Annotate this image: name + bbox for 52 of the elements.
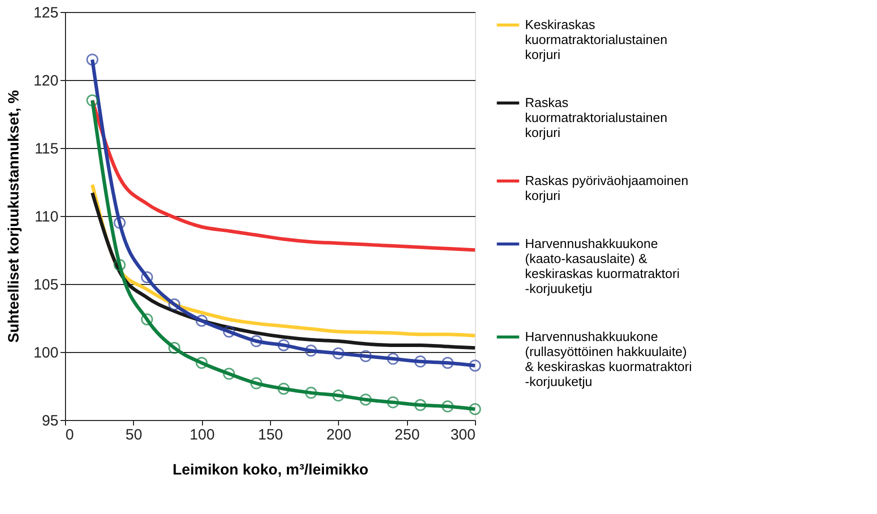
- point: [360, 394, 372, 406]
- x-tick-label: 100: [190, 426, 215, 444]
- point: [305, 386, 317, 399]
- point: [442, 400, 454, 412]
- x-tick-label: 200: [326, 426, 352, 444]
- legend-label: Keskiraskas kuormatraktorialustainen korjuri: [525, 17, 668, 62]
- point: [332, 390, 344, 402]
- point: [387, 396, 399, 408]
- point: [86, 54, 98, 66]
- point: [414, 356, 426, 368]
- point: [469, 360, 481, 372]
- point: [332, 347, 344, 360]
- point: [86, 94, 98, 106]
- point: [168, 342, 180, 354]
- point: [250, 335, 262, 348]
- point: [141, 271, 153, 284]
- point: [387, 352, 399, 365]
- point: [469, 403, 481, 416]
- x-tick-label: 250: [394, 426, 420, 444]
- legend-label: Harvennushakkuukone (rullasyöttöinen hakkuulaite) & keskiraskas kuormatraktori -korjuuketju: [525, 329, 692, 389]
- legend-label: Raskas kuormatraktorialustainen korjuri: [525, 95, 668, 140]
- legend-label: Harvennushakkuukone (kaato-kasauslaite) & keskiraskas kuormatraktori -korjuuketju: [525, 236, 680, 296]
- x-axis-title: Leimikon koko, m³/leimikko: [172, 462, 368, 478]
- point: [360, 350, 372, 362]
- point: [196, 356, 208, 369]
- point: [223, 326, 235, 338]
- y-tick-label: 95: [42, 412, 58, 430]
- point: [141, 313, 153, 326]
- y-tick-label: 115: [34, 140, 58, 158]
- y-tick-label: 110: [34, 208, 58, 226]
- y-tick-label: 105: [33, 276, 58, 294]
- point: [250, 377, 262, 390]
- y-tick-label: 125: [33, 4, 58, 22]
- line-series: [90, 98, 477, 252]
- point: [196, 314, 208, 327]
- point: [414, 399, 426, 412]
- legend-label: Raskas pyöriväohjaamoinen korjuri: [525, 173, 688, 203]
- point: [305, 344, 317, 357]
- y-tick-label: 100: [33, 344, 58, 362]
- y-axis-title: Suhteelliset korjuukustannukset, %: [5, 90, 22, 343]
- point: [442, 356, 454, 369]
- point: [114, 216, 126, 229]
- x-tick-label: 300: [450, 426, 476, 444]
- point: [278, 339, 290, 352]
- point: [278, 382, 290, 395]
- x-tick-label: 50: [125, 426, 142, 444]
- point: [168, 298, 180, 310]
- point: [114, 258, 126, 271]
- x-tick-label: 0: [66, 426, 74, 444]
- point: [223, 368, 235, 380]
- y-tick-label: 120: [33, 72, 58, 90]
- x-tick-label: 150: [258, 426, 284, 444]
